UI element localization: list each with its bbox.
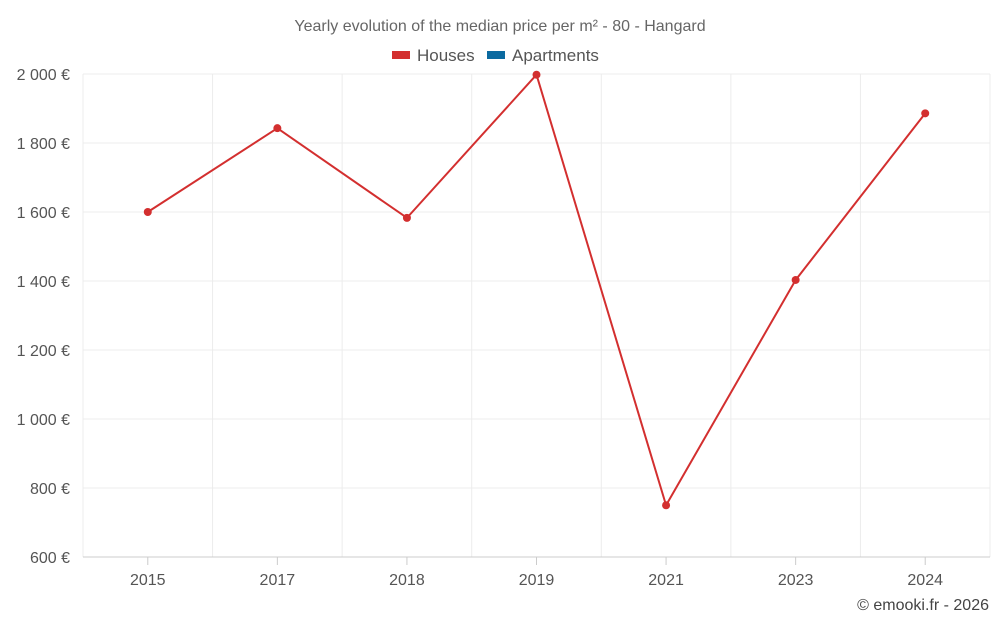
data-point-houses-2018[interactable] xyxy=(402,213,411,222)
legend-label-houses: Houses xyxy=(417,46,475,65)
x-tick-label: 2023 xyxy=(778,572,814,589)
legend-swatch-houses xyxy=(392,51,410,59)
data-point-houses-2015[interactable] xyxy=(143,208,152,216)
data-point-houses-2024[interactable] xyxy=(921,109,930,118)
grid-layer xyxy=(82,73,991,557)
x-tick-label: 2018 xyxy=(389,572,425,589)
series-layer xyxy=(143,70,930,510)
x-tick-label: 2021 xyxy=(648,572,684,589)
x-tick-label: 2017 xyxy=(260,572,296,589)
y-tick-label: 600 € xyxy=(30,550,70,567)
legend-swatch-apartments xyxy=(487,51,505,59)
data-point-houses-2019[interactable] xyxy=(532,70,541,79)
y-tick-label: 2 000 € xyxy=(17,67,70,84)
data-point-houses-2023[interactable] xyxy=(791,275,800,284)
chart-title: Yearly evolution of the median price per… xyxy=(294,18,705,35)
legend-label-apartments: Apartments xyxy=(512,46,599,65)
x-tick-label: 2024 xyxy=(907,572,943,589)
x-tick-label: 2019 xyxy=(519,572,555,589)
y-tick-label: 1 400 € xyxy=(17,274,70,291)
data-point-houses-2021[interactable] xyxy=(662,501,671,510)
y-tick-label: 1 600 € xyxy=(17,205,70,222)
axis-layer: 600 € 800 € 1 000 € 1 200 € 1 400 € 1 600 € 1 … xyxy=(17,67,990,589)
x-tick-label: 2015 xyxy=(130,572,166,589)
data-point-houses-2017[interactable] xyxy=(273,124,282,133)
series-line-houses xyxy=(147,73,927,507)
legend: Houses Apartments xyxy=(392,46,599,65)
credit-text: © emooki.fr - 2026 xyxy=(857,597,989,614)
y-tick-label: 1 800 € xyxy=(17,136,70,153)
legend-item-apartments[interactable]: Apartments xyxy=(487,46,599,65)
y-tick-label: 1 000 € xyxy=(17,412,70,429)
y-tick-label: 800 € xyxy=(30,481,70,498)
legend-item-houses[interactable]: Houses xyxy=(392,46,475,65)
y-tick-label: 1 200 € xyxy=(17,343,70,360)
